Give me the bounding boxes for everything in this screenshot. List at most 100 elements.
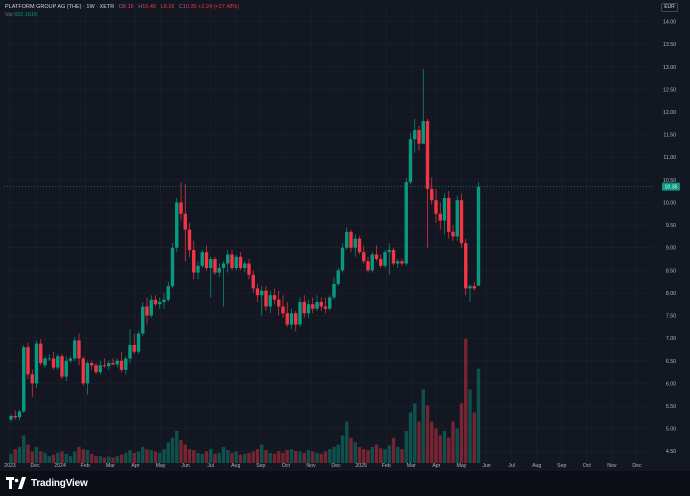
- volume-bar: [22, 435, 26, 463]
- volume-bar: [115, 456, 119, 463]
- candle-body: [94, 365, 98, 373]
- candle-body: [438, 213, 442, 221]
- legend-ohlc-row: PLATFORM GROUP AG (THE) · 1W · XETR O8.1…: [5, 3, 239, 11]
- x-tick-label: May: [457, 463, 467, 469]
- x-tick-label: Jul: [207, 463, 214, 469]
- candle-body: [260, 290, 264, 296]
- volume-bars: [9, 338, 481, 463]
- candle-body: [200, 252, 204, 266]
- candle-body: [251, 274, 255, 289]
- volume-bar: [56, 452, 60, 463]
- candle-body: [289, 313, 294, 325]
- candle-body: [379, 259, 383, 266]
- candle-body: [170, 247, 175, 287]
- candle-body: [281, 306, 285, 314]
- volume-bar: [400, 449, 404, 463]
- volume-bar: [268, 452, 272, 463]
- volume-bar: [9, 453, 13, 463]
- candle-body: [315, 301, 319, 309]
- volume-bar: [277, 451, 281, 463]
- x-tick-label: Aug: [532, 463, 541, 469]
- candle-body: [323, 306, 328, 309]
- volume-value: 602.161K: [14, 12, 38, 18]
- candle-body: [119, 360, 124, 370]
- candle-body: [362, 252, 366, 262]
- candle-body: [179, 202, 183, 214]
- candle-body: [243, 263, 247, 269]
- y-tick-label: 8.50: [666, 268, 676, 274]
- volume-bar: [175, 430, 179, 463]
- symbol-title[interactable]: PLATFORM GROUP AG (THE) · 1W · XETR: [5, 4, 115, 10]
- candle-body: [268, 295, 272, 307]
- candle-body: [336, 270, 340, 284]
- candle-body: [430, 188, 434, 201]
- volume-bar: [345, 421, 349, 463]
- volume-bar: [255, 449, 260, 463]
- volume-bar: [417, 421, 421, 463]
- volume-bar: [226, 450, 230, 463]
- candle-body: [158, 301, 162, 305]
- currency-button[interactable]: EUR: [661, 3, 678, 12]
- tradingview-logo-icon[interactable]: [6, 477, 26, 489]
- volume-bar: [213, 453, 217, 463]
- volume-bar: [85, 450, 90, 463]
- volume-bar: [366, 450, 370, 463]
- candle-body: [102, 365, 107, 367]
- low-value: 8.16: [163, 4, 175, 10]
- volume-bar: [98, 456, 102, 463]
- x-tick-label: 2024: [54, 463, 66, 469]
- volume-bar: [408, 412, 413, 463]
- footer-bar: TradingView: [0, 471, 690, 496]
- y-tick-label: 12.00: [663, 110, 676, 116]
- volume-bar: [183, 444, 187, 463]
- x-tick-label: 2023: [4, 463, 16, 469]
- volume-bar: [336, 444, 340, 463]
- volume-bar: [315, 452, 319, 463]
- volume-bar: [328, 449, 332, 463]
- candle-body: [340, 247, 345, 271]
- volume-bar: [340, 435, 345, 463]
- x-tick-label: Dec: [30, 463, 40, 469]
- y-tick-label: 11.50: [663, 133, 676, 139]
- volume-bar: [209, 449, 213, 463]
- candle-body: [85, 363, 90, 384]
- x-tick-label: Jul: [508, 463, 515, 469]
- volume-bar: [247, 452, 251, 463]
- volume-bar: [119, 454, 124, 463]
- brand-name[interactable]: TradingView: [31, 478, 88, 489]
- volume-bar: [102, 457, 107, 463]
- candle-body: [264, 290, 268, 307]
- y-tick-label: 4.50: [666, 449, 676, 455]
- volume-bar: [166, 442, 170, 463]
- volume-bar: [128, 450, 132, 463]
- volume-bar: [353, 442, 357, 463]
- candle-body: [451, 231, 455, 237]
- y-tick-label: 14.00: [663, 20, 676, 26]
- volume-bar: [107, 456, 111, 463]
- x-tick-label: Dec: [632, 463, 642, 469]
- candle-body: [51, 358, 56, 368]
- candle-body: [77, 340, 81, 359]
- volume-bar: [30, 451, 34, 463]
- candle-body: [366, 261, 370, 271]
- candle-body: [391, 249, 396, 264]
- volume-bar: [77, 446, 81, 463]
- volume-bar: [90, 453, 94, 463]
- candle-body: [302, 301, 306, 314]
- volume-bar: [81, 449, 85, 463]
- volume-bar: [179, 440, 183, 463]
- volume-bar: [60, 451, 64, 463]
- candle-body: [17, 411, 22, 418]
- volume-bar: [362, 449, 366, 463]
- candle-body: [349, 231, 353, 248]
- change-value: +2.24 (+27.48%): [198, 4, 240, 10]
- candle-body: [22, 347, 26, 412]
- candle-body: [464, 243, 468, 289]
- x-tick-label: Oct: [583, 463, 592, 469]
- x-tick-label: Jun: [482, 463, 490, 469]
- candle-body: [417, 130, 421, 144]
- candle-body: [298, 301, 302, 325]
- volume-bar: [196, 452, 200, 463]
